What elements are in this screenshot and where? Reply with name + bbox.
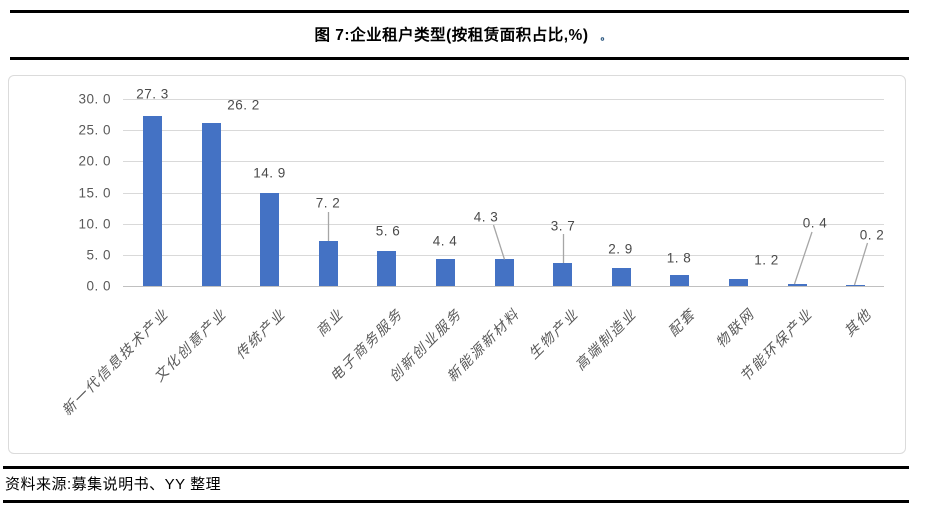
x-axis-category-label: 其他 xyxy=(841,306,876,341)
leader-line-12 xyxy=(853,242,869,286)
x-axis-category-label: 配套 xyxy=(666,306,700,341)
figure-title-period-mark: 。 xyxy=(600,32,611,43)
data-label-10: 1. 2 xyxy=(754,252,779,268)
x-axis-category-label: 商业 xyxy=(314,306,348,341)
x-axis-category-label: 物联网 xyxy=(713,306,758,352)
bottom-divider-line xyxy=(3,500,909,503)
y-axis-tick-label: 10. 0 xyxy=(78,216,111,232)
data-label-11: 0. 4 xyxy=(802,215,828,231)
gridline xyxy=(123,192,884,194)
bar-9 xyxy=(670,274,690,286)
bar-8 xyxy=(611,267,631,286)
bar-3 xyxy=(318,241,338,286)
source-divider-line xyxy=(3,466,909,469)
data-label-5: 4. 4 xyxy=(432,233,458,249)
gridline xyxy=(123,130,884,132)
data-label-7: 3. 7 xyxy=(550,218,576,234)
x-axis-category-label: 高端制造业 xyxy=(573,306,641,375)
bar-1 xyxy=(201,122,221,286)
bar-2 xyxy=(260,193,280,286)
y-axis-tick-label: 25. 0 xyxy=(78,122,111,138)
data-label-8: 2. 9 xyxy=(608,241,633,257)
data-label-6: 4. 3 xyxy=(473,209,499,225)
title-divider-line xyxy=(10,57,909,60)
gridline xyxy=(123,99,884,100)
y-axis-tick-label: 20. 0 xyxy=(78,153,111,169)
data-label-12: 0. 2 xyxy=(859,227,885,243)
data-label-2: 14. 9 xyxy=(253,165,286,181)
source-note: 资料来源:募集说明书、YY 整理 xyxy=(5,476,222,493)
bar-chart: 0. 0 5. 0 10. 0 15. 0 20. 0 25. 0 30. 0 27. 3 26… xyxy=(8,75,906,454)
x-axis-category-label: 传统产业 xyxy=(233,306,290,363)
data-label-1: 26. 2 xyxy=(227,97,260,113)
y-axis-tick-label: 5. 0 xyxy=(86,247,111,263)
data-label-3: 7. 2 xyxy=(315,195,341,211)
bar-0 xyxy=(143,115,162,286)
bar-12 xyxy=(846,284,866,286)
figure-title: 图 7:企业租户类型(按租赁面积占比,%) xyxy=(314,27,589,44)
bar-10 xyxy=(729,278,748,286)
data-label-0: 27. 3 xyxy=(136,86,169,102)
data-label-4: 5. 6 xyxy=(375,223,401,239)
gridline xyxy=(123,223,884,225)
bar-6 xyxy=(494,259,514,286)
y-axis-tick-label: 0. 0 xyxy=(86,278,111,294)
y-axis-tick-label: 30. 0 xyxy=(78,91,111,107)
figure-title-row: 图 7:企业租户类型(按租赁面积占比,%) 。 xyxy=(0,21,925,51)
bar-5 xyxy=(436,258,455,286)
bar-4 xyxy=(377,251,397,286)
gridline xyxy=(123,161,884,163)
leader-line-11 xyxy=(793,231,813,285)
top-divider-line xyxy=(10,10,909,13)
x-axis-category-label: 生物产业 xyxy=(526,306,583,363)
bar-7 xyxy=(553,262,573,286)
bar-11 xyxy=(787,283,807,286)
y-axis-tick-label: 15. 0 xyxy=(78,185,111,200)
data-label-9: 1. 8 xyxy=(666,250,692,265)
x-axis-category-label: 新一代信息技术产业 xyxy=(59,306,172,420)
x-axis-line xyxy=(123,286,884,287)
